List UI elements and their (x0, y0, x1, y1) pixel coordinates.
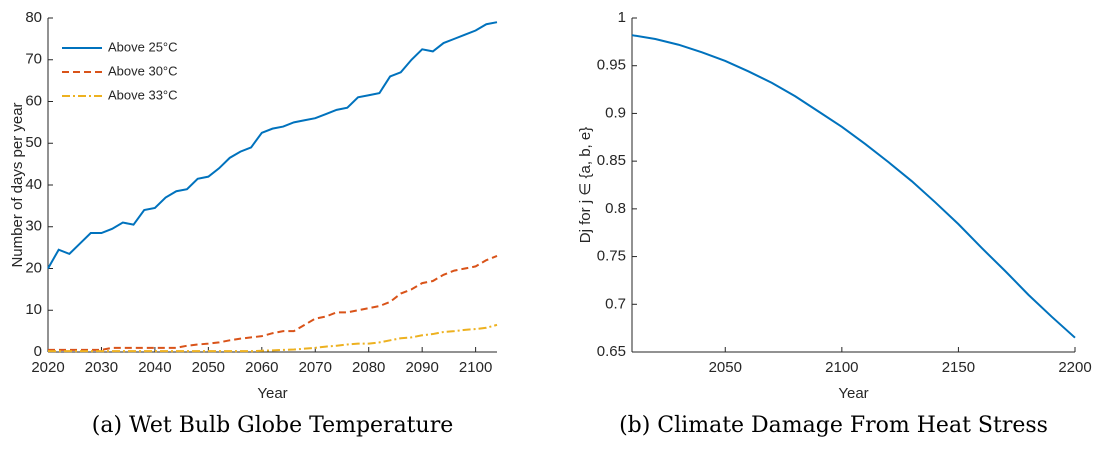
series-line (48, 323, 498, 353)
x-tick-label: 2070 (299, 359, 332, 376)
x-tick-label: 2030 (85, 359, 118, 376)
x-tick-label: 2150 (942, 359, 975, 376)
legend-label: Above 30°C (108, 63, 178, 78)
y-tick-label: 50 (25, 134, 42, 151)
y-tick-label: 1 (618, 9, 626, 26)
series-line (47, 21, 498, 269)
y-tick-label: 30 (25, 218, 42, 235)
x-tick-label: 2100 (825, 359, 858, 376)
x-tick-label: 2100 (459, 359, 492, 376)
x-tick-label: 2050 (192, 359, 225, 376)
y-tick-label: 40 (25, 176, 42, 193)
y-tick-label: 0.75 (597, 248, 626, 265)
legend-label: Above 25°C (108, 39, 178, 54)
y-axis-label: Dj for j ∈ {a, b, e} (577, 127, 594, 243)
x-tick-label: 2040 (138, 359, 171, 376)
y-tick-label: 0.95 (597, 57, 626, 74)
series-line (631, 34, 1076, 339)
y-tick-label: 0.85 (597, 152, 626, 169)
y-tick-label: 20 (25, 259, 42, 276)
y-tick-label: 80 (25, 9, 42, 26)
x-axis-label: Year (257, 385, 287, 402)
y-tick-label: 60 (25, 92, 42, 109)
x-tick-label: 2020 (31, 359, 64, 376)
y-tick-label: 0.9 (605, 104, 626, 121)
y-tick-label: 0.8 (605, 200, 626, 217)
x-axis-label: Year (838, 385, 868, 402)
caption: (b) Climate Damage From Heat Stress (619, 413, 1048, 438)
x-tick-label: 2090 (405, 359, 438, 376)
y-axis-label: Number of days per year (9, 102, 26, 267)
x-tick-label: 2060 (245, 359, 278, 376)
y-tick-label: 0.65 (597, 343, 626, 360)
series-line (48, 255, 498, 351)
x-tick-label: 2050 (709, 359, 742, 376)
y-tick-label: 0.7 (605, 295, 626, 312)
y-tick-label: 10 (25, 301, 42, 318)
legend-label: Above 33°C (108, 87, 178, 102)
y-tick-label: 0 (34, 343, 42, 360)
caption: (a) Wet Bulb Globe Temperature (92, 413, 453, 438)
x-tick-label: 2080 (352, 359, 385, 376)
x-tick-label: 2200 (1058, 359, 1091, 376)
y-tick-label: 70 (25, 51, 42, 68)
